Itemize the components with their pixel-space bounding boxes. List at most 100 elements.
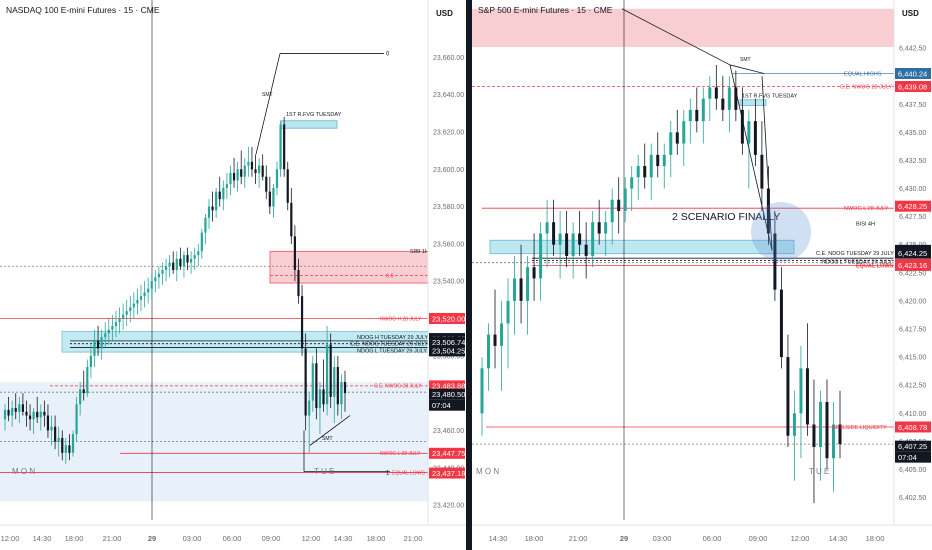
candle-body[interactable] xyxy=(93,340,96,356)
candle-body[interactable] xyxy=(218,191,221,200)
price-tag[interactable] xyxy=(895,81,931,93)
candle-body[interactable] xyxy=(792,413,796,436)
candle-body[interactable] xyxy=(532,267,536,279)
candle-body[interactable] xyxy=(311,363,314,401)
candle-body[interactable] xyxy=(708,87,712,99)
candle-body[interactable] xyxy=(104,333,107,338)
candle-body[interactable] xyxy=(636,166,640,178)
candle-body[interactable] xyxy=(838,424,842,445)
candle-body[interactable] xyxy=(766,188,770,234)
candle-body[interactable] xyxy=(617,199,621,212)
candle-body[interactable] xyxy=(118,318,121,323)
candle-body[interactable] xyxy=(649,154,653,178)
candle-body[interactable] xyxy=(197,251,200,256)
candle-body[interactable] xyxy=(656,154,660,167)
candle-body[interactable] xyxy=(779,289,783,358)
candle-body[interactable] xyxy=(290,202,293,237)
candle-body[interactable] xyxy=(147,288,150,293)
candle-body[interactable] xyxy=(272,187,275,207)
time-axis[interactable] xyxy=(472,525,932,550)
candle-body[interactable] xyxy=(164,266,168,270)
candle-body[interactable] xyxy=(32,411,35,420)
candle-body[interactable] xyxy=(604,222,608,234)
candle-body[interactable] xyxy=(75,404,78,435)
candle-body[interactable] xyxy=(86,367,89,394)
candle-body[interactable] xyxy=(265,176,268,192)
candle-body[interactable] xyxy=(71,434,75,453)
price-tag[interactable] xyxy=(895,67,931,79)
candle-body[interactable] xyxy=(21,404,24,412)
candle-body[interactable] xyxy=(172,262,175,270)
candle-body[interactable] xyxy=(261,165,264,177)
candle-body[interactable] xyxy=(329,344,332,397)
candle-body[interactable] xyxy=(43,411,46,416)
candle-body[interactable] xyxy=(760,154,764,189)
time-axis[interactable] xyxy=(0,525,466,550)
nasdaq-chart-pane[interactable]: 0 1ST R.FVG TUESDAY SMT SIBI 1H 0.5 NWOG H 28… xyxy=(0,0,466,550)
pane-divider[interactable] xyxy=(466,0,472,550)
candle-body[interactable] xyxy=(526,267,530,301)
candle-body[interactable] xyxy=(125,311,128,315)
candle-body[interactable] xyxy=(552,222,556,245)
candle-body[interactable] xyxy=(182,255,186,267)
candle-body[interactable] xyxy=(100,337,103,349)
candle-body[interactable] xyxy=(558,233,562,245)
candle-body[interactable] xyxy=(136,299,139,304)
candle-body[interactable] xyxy=(200,232,203,252)
candle-body[interactable] xyxy=(322,389,325,405)
candle-body[interactable] xyxy=(68,445,71,453)
candle-body[interactable] xyxy=(584,244,588,256)
candle-body[interactable] xyxy=(539,233,543,279)
candle-body[interactable] xyxy=(247,161,250,166)
candle-body[interactable] xyxy=(493,334,497,346)
candle-body[interactable] xyxy=(243,165,246,177)
candle-body[interactable] xyxy=(258,165,261,173)
candle-body[interactable] xyxy=(57,437,60,442)
sp500-chart-pane[interactable]: SMT EQUAL HIGHS C.E. NWOG 28 JULY 1ST R.FVG… xyxy=(472,0,932,550)
candle-body[interactable] xyxy=(7,409,10,416)
candle-body[interactable] xyxy=(812,424,816,447)
candle-body[interactable] xyxy=(591,222,595,256)
candle-body[interactable] xyxy=(143,292,146,297)
candle-body[interactable] xyxy=(304,348,307,416)
price-tag[interactable] xyxy=(429,313,465,325)
candle-body[interactable] xyxy=(268,191,271,207)
candle-body[interactable] xyxy=(240,169,243,177)
candle-body[interactable] xyxy=(669,132,673,155)
candle-body[interactable] xyxy=(565,233,569,256)
candle-body[interactable] xyxy=(500,323,504,346)
candle-body[interactable] xyxy=(519,278,523,301)
candle-body[interactable] xyxy=(675,132,679,144)
candle-body[interactable] xyxy=(336,367,339,405)
candle-body[interactable] xyxy=(688,109,692,122)
candle-body[interactable] xyxy=(825,402,829,459)
candle-body[interactable] xyxy=(513,278,517,301)
candle-body[interactable] xyxy=(82,389,85,394)
candle-body[interactable] xyxy=(753,121,757,155)
price-tag[interactable] xyxy=(429,336,465,348)
price-tag[interactable] xyxy=(895,247,931,259)
candle-body[interactable] xyxy=(204,217,207,233)
candle-body[interactable] xyxy=(747,121,751,144)
candle-body[interactable] xyxy=(132,303,135,308)
candle-body[interactable] xyxy=(623,188,627,212)
candle-body[interactable] xyxy=(786,357,790,436)
candle-body[interactable] xyxy=(39,411,42,418)
price-tag[interactable] xyxy=(429,447,465,459)
candle-body[interactable] xyxy=(695,109,699,122)
candle-body[interactable] xyxy=(545,222,549,234)
candle-body[interactable] xyxy=(54,426,57,442)
candle-body[interactable] xyxy=(122,314,125,319)
candle-body[interactable] xyxy=(179,258,182,267)
price-tag[interactable] xyxy=(895,440,931,452)
candle-body[interactable] xyxy=(64,445,67,453)
candle-body[interactable] xyxy=(222,187,225,200)
candle-body[interactable] xyxy=(333,367,336,397)
candle-body[interactable] xyxy=(805,368,809,425)
candle-body[interactable] xyxy=(129,307,132,312)
candle-body[interactable] xyxy=(211,206,214,211)
candle-body[interactable] xyxy=(96,340,100,349)
candle-body[interactable] xyxy=(157,273,160,278)
sp500-chart-svg[interactable]: SMT EQUAL HIGHS C.E. NWOG 28 JULY 1ST R.FVG… xyxy=(472,0,932,550)
candle-body[interactable] xyxy=(286,169,289,203)
